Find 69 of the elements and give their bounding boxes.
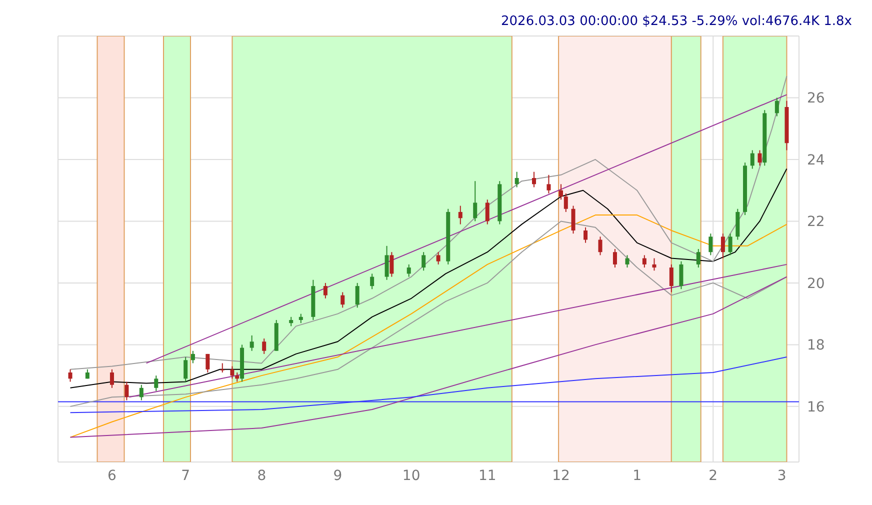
candlestick (184, 356, 188, 382)
candlestick (235, 372, 240, 382)
x-tick-label: 1 (632, 468, 642, 484)
candlestick (370, 273, 374, 290)
y-tick-label: 26 (807, 90, 825, 107)
candlestick (250, 334, 254, 352)
candlestick (728, 233, 732, 256)
y-tick-label: 20 (807, 276, 825, 292)
candlestick (750, 150, 754, 170)
candlestick (514, 171, 519, 188)
candlestick (584, 226, 588, 244)
candlestick (230, 366, 234, 380)
candlestick (390, 252, 394, 278)
chart-title: 2026.03.03 00:00:00 $24.53 -5.29% vol:4676.4K 1.8x (501, 14, 852, 29)
candlestick (190, 350, 195, 364)
candlestick (612, 248, 617, 268)
candlestick (206, 353, 210, 373)
x-tick-label: 10 (402, 468, 420, 484)
candlestick (546, 174, 551, 194)
candlestick (758, 150, 762, 166)
candlestick (323, 282, 328, 299)
candlestick (720, 233, 725, 259)
x-tick-label: 3 (777, 468, 786, 484)
candlestick (139, 384, 144, 401)
candlestick (642, 254, 646, 268)
candlestick (110, 368, 114, 388)
candlestick (355, 282, 360, 308)
candlestick (708, 233, 713, 256)
candlestick (298, 313, 303, 324)
candlestick (220, 362, 224, 373)
candlestick (422, 252, 426, 272)
candlestick (679, 260, 684, 290)
line-series (70, 76, 788, 370)
candlestick (774, 97, 779, 117)
x-tick-label: 6 (108, 468, 117, 484)
line-series (70, 214, 788, 438)
y-tick-label: 18 (807, 338, 825, 354)
x-tick-label: 9 (333, 468, 342, 484)
line-series (70, 276, 788, 438)
candlestick (696, 248, 700, 268)
candlestick (458, 205, 462, 225)
x-tick-label: 12 (552, 468, 570, 484)
y-tick-label: 16 (807, 399, 825, 416)
candlestick (406, 264, 411, 278)
x-tick-label: 8 (257, 468, 266, 484)
x-tick-label: 7 (181, 468, 190, 484)
candlestick (262, 338, 266, 354)
candlestick (473, 180, 478, 222)
candlestick (384, 245, 389, 280)
candlestick (532, 171, 536, 188)
candlestick (154, 375, 158, 392)
candlestick (652, 258, 656, 272)
candlestick (485, 199, 490, 225)
candlestick (564, 192, 568, 212)
candlestick (625, 254, 630, 268)
x-tick-label: 11 (478, 468, 496, 484)
candlestick (124, 381, 129, 401)
candlestick (289, 316, 294, 327)
x-tick-label: 2 (708, 468, 718, 484)
candlestick (558, 184, 563, 200)
candlestick (68, 368, 72, 382)
candlestick (669, 264, 674, 293)
line-series (70, 168, 788, 388)
candlestick (598, 236, 602, 256)
candlestick (436, 252, 440, 265)
y-tick-label: 22 (807, 214, 825, 230)
candlestick (571, 205, 576, 234)
y-tick-label: 24 (807, 152, 825, 168)
candlestick (340, 292, 345, 308)
